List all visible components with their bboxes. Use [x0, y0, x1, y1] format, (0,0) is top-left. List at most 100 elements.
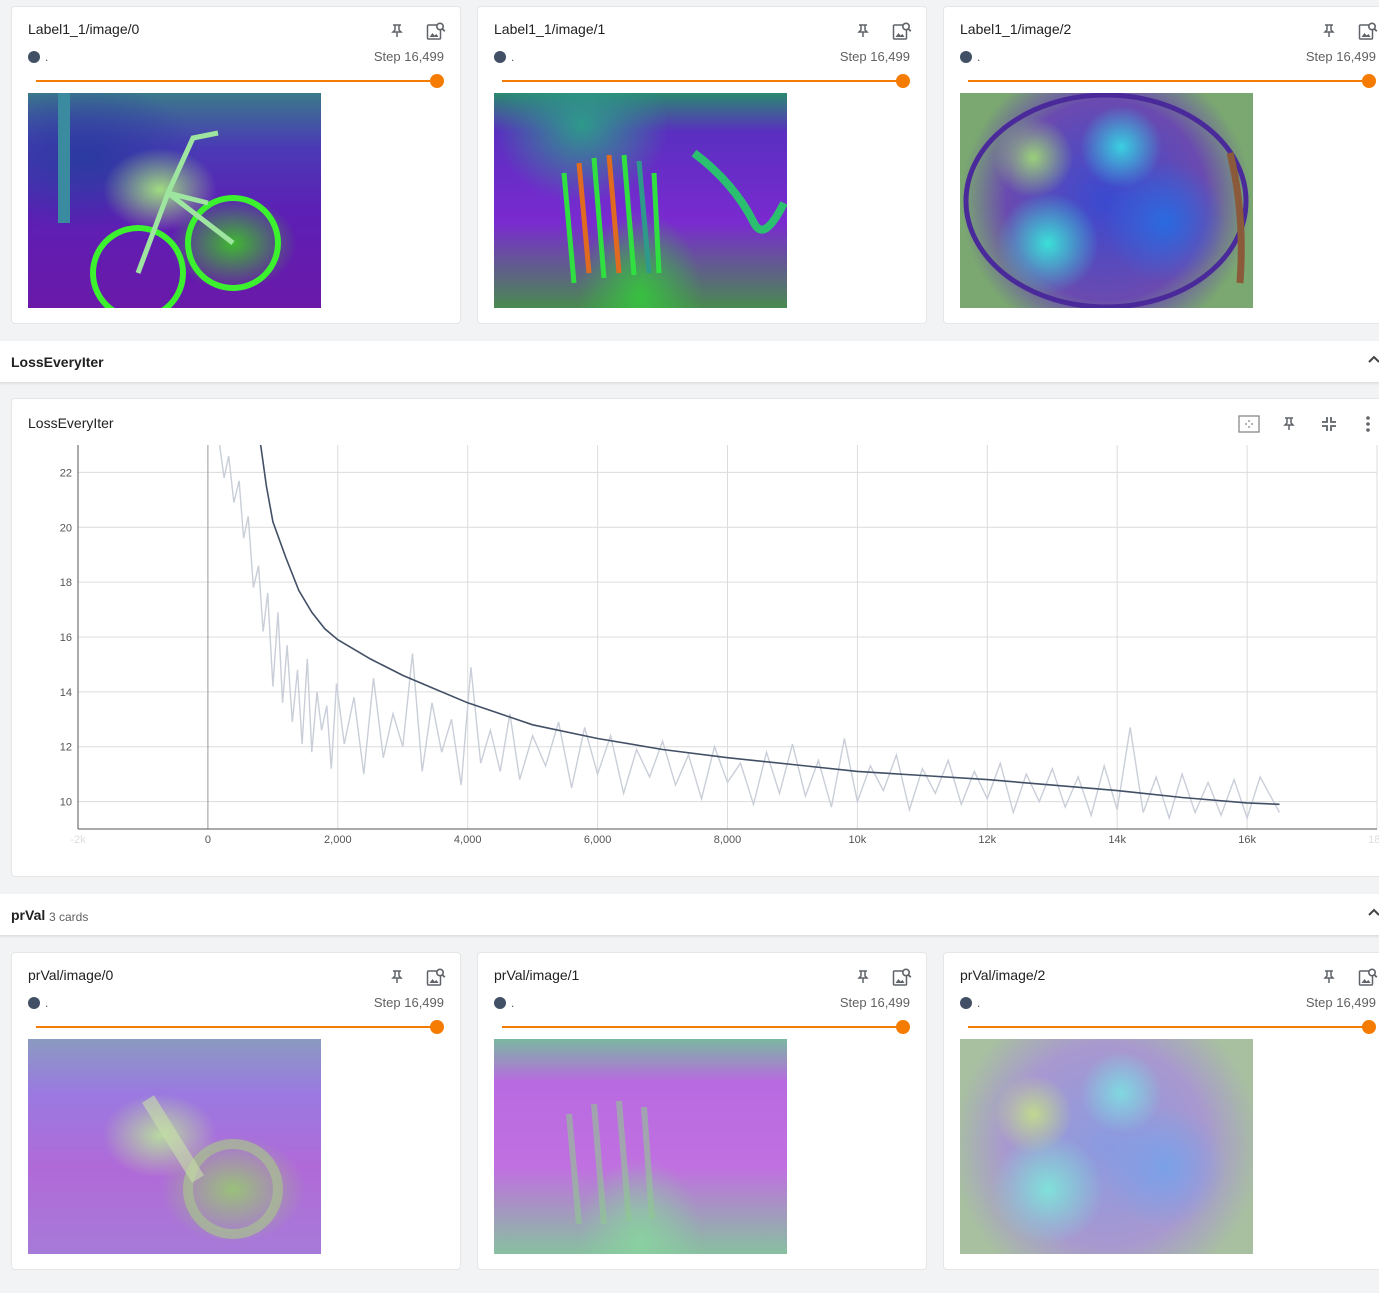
pin-icon — [857, 970, 869, 983]
step-label: Step 16,499 — [373, 995, 444, 1010]
x-tick-label: 6,000 — [584, 834, 612, 846]
step-label: Step 16,499 — [839, 49, 910, 64]
fit-domain-icon — [1238, 415, 1260, 433]
image-search-icon — [1358, 968, 1378, 986]
image-search-button[interactable] — [424, 19, 448, 43]
step-slider-thumb[interactable] — [430, 74, 444, 88]
loss-chart[interactable]: 10 12 14 16 18 20 22 -2k 0 2,000 4,000 6,000 8,000 10… — [12, 445, 1379, 865]
image-search-icon — [892, 968, 912, 986]
pin-button[interactable] — [385, 965, 409, 989]
sample-image — [28, 93, 321, 308]
card-title: Label1_1/image/0 — [28, 21, 140, 37]
x-tick-label: 16k — [1238, 834, 1256, 846]
fit-domain-button[interactable] — [1237, 412, 1261, 436]
section-header-losseveryiter[interactable]: LossEveryIter — [0, 341, 1379, 383]
more-vert-icon — [1366, 416, 1370, 432]
step-slider-track[interactable] — [502, 80, 903, 82]
fullscreen-exit-button[interactable] — [1317, 412, 1341, 436]
smoothed-loss-line — [259, 445, 1280, 806]
chevron-up-icon[interactable] — [1367, 353, 1379, 372]
run-color-dot — [960, 997, 972, 1009]
x-tick-label: 4,000 — [454, 834, 482, 846]
section-title: LossEveryIter — [11, 354, 104, 370]
image-search-icon — [426, 968, 446, 986]
step-label: Step 16,499 — [1305, 995, 1376, 1010]
step-slider-thumb[interactable] — [1362, 1020, 1376, 1034]
pin-button[interactable] — [851, 965, 875, 989]
card-title: prVal/image/2 — [960, 967, 1046, 983]
step-label: Step 16,499 — [373, 49, 444, 64]
x-tick-label: 10k — [849, 834, 867, 846]
image-search-icon — [426, 22, 446, 40]
pin-button[interactable] — [851, 19, 875, 43]
image-search-icon — [892, 22, 912, 40]
run-color-dot — [494, 51, 506, 63]
pin-button[interactable] — [1317, 965, 1341, 989]
image-card-prval-2: prVal/image/2 . Step 16,499 — [943, 952, 1379, 1270]
scalar-card-losseveryiter: LossEveryIter 10 12 14 16 18 20 22 -2k 0 2,000 4,0… — [11, 398, 1379, 877]
pin-button[interactable] — [385, 19, 409, 43]
x-tick-label: 8,000 — [714, 834, 742, 846]
y-tick-label: 14 — [60, 687, 72, 699]
step-slider-track[interactable] — [968, 80, 1369, 82]
y-tick-label: 10 — [60, 797, 72, 809]
pin-icon — [857, 24, 869, 37]
image-search-button[interactable] — [1356, 965, 1379, 989]
run-color-dot — [28, 51, 40, 63]
sample-image — [28, 1039, 321, 1254]
sample-image — [960, 1039, 1253, 1254]
run-name: . — [45, 50, 49, 64]
y-tick-label: 22 — [60, 467, 72, 479]
image-card-label-1: Label1_1/image/1 . Step 16,499 — [477, 6, 927, 324]
step-slider-track[interactable] — [36, 80, 437, 82]
card-title: prVal/image/1 — [494, 967, 580, 983]
pin-icon — [1323, 24, 1335, 37]
run-name: . — [45, 996, 49, 1010]
fullscreen-exit-icon — [1322, 417, 1336, 431]
step-slider-thumb[interactable] — [430, 1020, 444, 1034]
step-slider-track[interactable] — [502, 1026, 903, 1028]
x-tick-label: 18k — [1368, 834, 1379, 846]
y-tick-label: 16 — [60, 632, 72, 644]
step-slider-thumb[interactable] — [896, 1020, 910, 1034]
image-search-icon — [1358, 22, 1378, 40]
run-name: . — [511, 50, 515, 64]
image-search-button[interactable] — [1356, 19, 1379, 43]
y-tick-label: 20 — [60, 522, 72, 534]
sample-image — [494, 93, 787, 308]
run-color-dot — [28, 997, 40, 1009]
run-name: . — [977, 50, 981, 64]
y-tick-label: 18 — [60, 577, 72, 589]
more-menu-button[interactable] — [1356, 412, 1379, 436]
step-slider-track[interactable] — [968, 1026, 1369, 1028]
x-tick-label: 0 — [205, 834, 211, 846]
step-slider-thumb[interactable] — [896, 74, 910, 88]
image-search-button[interactable] — [890, 19, 914, 43]
sample-image — [960, 93, 1253, 308]
y-tick-label: 12 — [60, 742, 72, 754]
image-card-prval-1: prVal/image/1 . Step 16,499 — [477, 952, 927, 1270]
x-tick-label: 12k — [978, 834, 996, 846]
pin-button[interactable] — [1317, 19, 1341, 43]
x-tick-label: 14k — [1108, 834, 1126, 846]
image-card-label-2: Label1_1/image/2 . Step 16,499 — [943, 6, 1379, 324]
pin-icon — [391, 24, 403, 37]
run-name: . — [511, 996, 515, 1010]
step-slider-thumb[interactable] — [1362, 74, 1376, 88]
pin-icon — [1283, 417, 1295, 430]
card-title: Label1_1/image/1 — [494, 21, 606, 37]
image-card-label-0: Label1_1/image/0 . Step 16,499 — [11, 6, 461, 324]
x-tick-label: -2k — [70, 834, 86, 846]
image-search-button[interactable] — [424, 965, 448, 989]
card-title: Label1_1/image/2 — [960, 21, 1072, 37]
section-header-prval[interactable]: prVal 3 cards — [0, 894, 1379, 936]
pin-icon — [1323, 970, 1335, 983]
sample-image — [494, 1039, 787, 1254]
chevron-up-icon[interactable] — [1367, 906, 1379, 925]
run-color-dot — [494, 997, 506, 1009]
pin-button[interactable] — [1277, 412, 1301, 436]
pin-icon — [391, 970, 403, 983]
image-search-button[interactable] — [890, 965, 914, 989]
card-title: LossEveryIter — [28, 415, 114, 431]
step-slider-track[interactable] — [36, 1026, 437, 1028]
